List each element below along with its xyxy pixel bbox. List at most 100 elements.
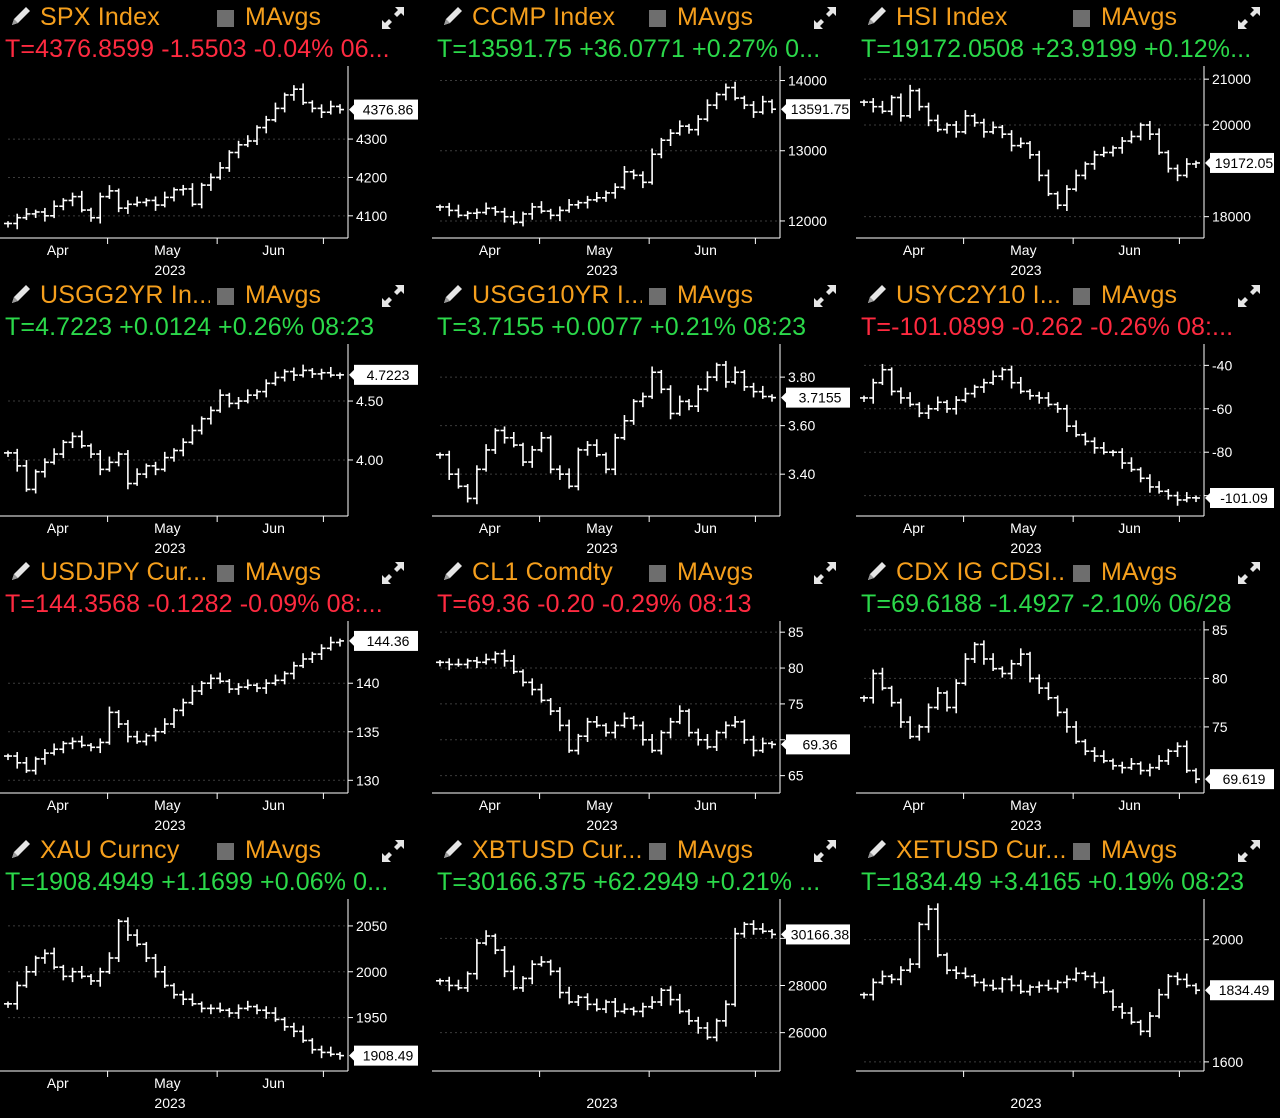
x-year-label: 2023 xyxy=(1010,262,1041,277)
mavgs-toggle[interactable] xyxy=(649,288,666,305)
y-tick-label: 2000 xyxy=(356,964,387,980)
expand-arrows-icon[interactable] xyxy=(812,838,838,864)
expand-arrows-icon[interactable] xyxy=(812,560,838,586)
expand-arrows-icon[interactable] xyxy=(380,283,406,309)
ticker-title[interactable]: CCMP Index xyxy=(472,3,616,31)
last-value-pointer xyxy=(1205,773,1211,786)
last-value-pointer xyxy=(781,391,787,404)
mavgs-toggle[interactable] xyxy=(217,10,234,27)
ticker-title[interactable]: XBTUSD Cur... xyxy=(472,836,642,864)
mavgs-label[interactable]: MAvgs xyxy=(677,836,753,864)
mavgs-label[interactable]: MAvgs xyxy=(245,836,321,864)
mavgs-toggle[interactable] xyxy=(1073,10,1090,27)
x-tick-label: May xyxy=(586,797,612,813)
expand-arrows-icon[interactable] xyxy=(380,560,406,586)
last-value-label: 30166.38 xyxy=(791,926,850,942)
pencil-icon[interactable] xyxy=(8,560,36,584)
pencil-icon[interactable] xyxy=(440,283,468,307)
last-value-pointer xyxy=(349,1049,355,1062)
mavgs-label[interactable]: MAvgs xyxy=(1101,3,1177,31)
x-year-label: 2023 xyxy=(154,262,185,277)
chart-panel: CDX IG CDSI... MAvgs T=69.6188 -1.4927 -2.… xyxy=(856,555,1274,832)
mavgs-label[interactable]: MAvgs xyxy=(1101,836,1177,864)
last-value-label: 69.36 xyxy=(802,736,837,752)
ticker-title[interactable]: USGG2YR In... xyxy=(40,281,210,309)
last-value-label: 144.36 xyxy=(367,633,410,649)
ticker-title[interactable]: XAU Curncy xyxy=(40,836,180,864)
mavgs-label[interactable]: MAvgs xyxy=(245,3,321,31)
last-value-pointer xyxy=(1205,491,1211,504)
mavgs-toggle[interactable] xyxy=(649,565,666,582)
y-tick-label: 12000 xyxy=(788,213,827,229)
chart-panel: HSI Index MAvgs T=19172.0508 +23.9199 +0.1… xyxy=(856,0,1274,277)
x-year-label: 2023 xyxy=(1010,817,1041,832)
expand-arrows-icon[interactable] xyxy=(1236,283,1262,309)
pencil-icon[interactable] xyxy=(864,283,892,307)
mavgs-toggle[interactable] xyxy=(649,843,666,860)
y-tick-label: 75 xyxy=(1212,719,1228,735)
last-value-box xyxy=(354,630,418,651)
pencil-icon[interactable] xyxy=(440,838,468,862)
last-value-pointer xyxy=(1205,156,1211,169)
expand-arrows-icon[interactable] xyxy=(380,838,406,864)
ticker-title[interactable]: HSI Index xyxy=(896,3,1008,31)
y-tick-label: 18000 xyxy=(1212,209,1251,225)
y-tick-label: 13000 xyxy=(788,143,827,159)
expand-arrows-icon[interactable] xyxy=(380,5,406,31)
pencil-icon[interactable] xyxy=(440,560,468,584)
expand-arrows-icon[interactable] xyxy=(812,283,838,309)
ticker-title[interactable]: CDX IG CDSI... xyxy=(896,558,1066,586)
mavgs-label[interactable]: MAvgs xyxy=(677,3,753,31)
last-value-label: 4.7223 xyxy=(367,367,410,383)
ticker-title[interactable]: XETUSD Cur... xyxy=(896,836,1066,864)
ticker-title[interactable]: USGG10YR I... xyxy=(472,281,642,309)
last-value-box xyxy=(354,364,418,385)
x-tick-label: Jun xyxy=(694,242,717,258)
mavgs-label[interactable]: MAvgs xyxy=(677,281,753,309)
mavgs-toggle[interactable] xyxy=(217,565,234,582)
y-tick-label: 3.60 xyxy=(788,418,815,434)
mavgs-toggle[interactable] xyxy=(217,288,234,305)
ticker-title[interactable]: CL1 Comdty xyxy=(472,558,613,586)
panel-header: USGG10YR I... MAvgs xyxy=(432,280,850,310)
mavgs-label[interactable]: MAvgs xyxy=(245,281,321,309)
x-tick-label: Apr xyxy=(903,520,925,536)
pencil-icon[interactable] xyxy=(440,5,468,29)
mavgs-label[interactable]: MAvgs xyxy=(1101,281,1177,309)
mavgs-toggle[interactable] xyxy=(1073,843,1090,860)
expand-arrows-icon[interactable] xyxy=(1236,838,1262,864)
x-tick-label: Apr xyxy=(47,1075,69,1091)
x-tick-label: Jun xyxy=(262,1075,285,1091)
y-tick-label: 1950 xyxy=(356,1010,387,1026)
mavgs-toggle[interactable] xyxy=(649,10,666,27)
ticker-title[interactable]: USYC2Y10 I... xyxy=(896,281,1062,309)
price-chart: 18000 20000 21000 Apr May Jun 2023 19172.05 xyxy=(856,66,1274,277)
x-year-label: 2023 xyxy=(586,817,617,832)
mavgs-toggle[interactable] xyxy=(1073,288,1090,305)
expand-arrows-icon[interactable] xyxy=(812,5,838,31)
y-tick-label: 2050 xyxy=(356,918,387,934)
ticker-title[interactable]: SPX Index xyxy=(40,3,160,31)
pencil-icon[interactable] xyxy=(8,838,36,862)
x-tick-label: Jun xyxy=(262,797,285,813)
price-chart: 4100 4200 4300 Apr May Jun 2023 4376.86 xyxy=(0,66,418,277)
mavgs-toggle[interactable] xyxy=(217,843,234,860)
x-year-label: 2023 xyxy=(154,1095,185,1110)
pencil-icon[interactable] xyxy=(864,5,892,29)
last-value-pointer xyxy=(1205,984,1211,997)
ticker-title[interactable]: USDJPY Cur... xyxy=(40,558,208,586)
pencil-icon[interactable] xyxy=(864,560,892,584)
x-tick-label: Apr xyxy=(903,797,925,813)
pencil-icon[interactable] xyxy=(864,838,892,862)
x-tick-label: May xyxy=(1010,520,1036,536)
pencil-icon[interactable] xyxy=(8,283,36,307)
pencil-icon[interactable] xyxy=(8,5,36,29)
mavgs-label[interactable]: MAvgs xyxy=(1101,558,1177,586)
y-tick-label: 140 xyxy=(356,675,380,691)
mavgs-toggle[interactable] xyxy=(1073,565,1090,582)
mavgs-label[interactable]: MAvgs xyxy=(677,558,753,586)
panel-header: USGG2YR In... MAvgs xyxy=(0,280,418,310)
mavgs-label[interactable]: MAvgs xyxy=(245,558,321,586)
expand-arrows-icon[interactable] xyxy=(1236,5,1262,31)
expand-arrows-icon[interactable] xyxy=(1236,560,1262,586)
